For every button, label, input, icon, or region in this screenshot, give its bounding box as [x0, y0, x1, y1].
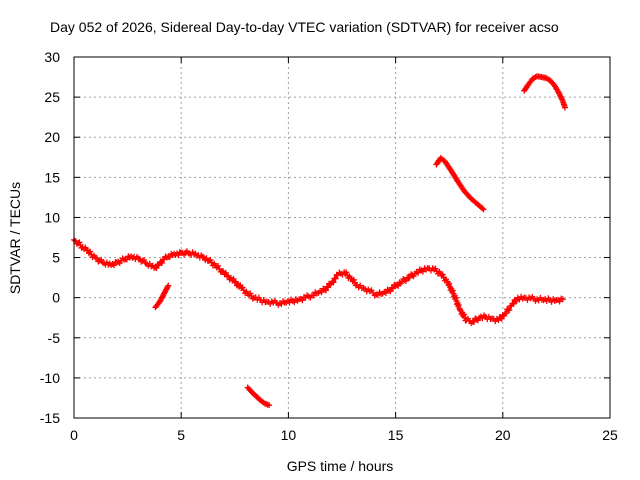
- x-tick-label: 10: [281, 427, 297, 443]
- data-point: [559, 296, 566, 303]
- data-point: [224, 272, 231, 279]
- data-point: [325, 284, 332, 291]
- data-point: [498, 315, 505, 322]
- data-point: [415, 269, 422, 276]
- data-point: [322, 287, 329, 294]
- x-tick-label: 5: [177, 427, 185, 443]
- data-point: [239, 284, 246, 291]
- data-point: [323, 283, 330, 290]
- data-point: [310, 292, 317, 299]
- data-point: [513, 297, 520, 304]
- data-point: [321, 286, 328, 293]
- data-point: [111, 262, 118, 269]
- chart-title: Day 052 of 2026, Sidereal Day-to-day VTE…: [50, 19, 559, 35]
- data-point: [460, 311, 467, 318]
- data-point: [449, 287, 456, 294]
- y-axis-label: SDTVAR / TECUs: [7, 182, 23, 294]
- data-point: [222, 269, 229, 276]
- data-series: [152, 282, 172, 311]
- y-tick-label: 0: [52, 290, 60, 306]
- data-point: [382, 289, 389, 296]
- x-tick-label: 25: [602, 427, 618, 443]
- data-point: [318, 289, 325, 296]
- y-tick-label: -15: [40, 410, 60, 426]
- x-tick-label: 0: [70, 427, 78, 443]
- data-point: [332, 275, 339, 282]
- x-tick-label: 20: [495, 427, 511, 443]
- data-point: [266, 402, 273, 409]
- y-tick-label: 10: [44, 209, 60, 225]
- data-point: [230, 275, 237, 282]
- data-point: [480, 206, 487, 213]
- axis-ticks: 0 5 10 15 20 25 -15 -10 -5 0 5 10 15 20 25 30: [40, 49, 618, 443]
- data-point: [215, 263, 222, 270]
- data-point: [510, 300, 517, 307]
- y-tick-label: 15: [44, 169, 60, 185]
- data-point: [479, 205, 486, 212]
- data-point: [249, 295, 256, 302]
- data-series: [244, 384, 273, 409]
- data-point: [87, 248, 94, 255]
- data-point: [561, 104, 568, 111]
- data-point: [402, 278, 409, 285]
- data-series: [433, 155, 487, 213]
- y-tick-label: 25: [44, 89, 60, 105]
- data-point: [506, 307, 513, 314]
- data-point: [446, 280, 453, 287]
- x-tick-label: 15: [388, 427, 404, 443]
- data-point: [299, 297, 306, 304]
- x-axis-label: GPS time / hours: [287, 458, 394, 474]
- data-point: [419, 268, 426, 275]
- data-series: [71, 236, 566, 327]
- data-point: [76, 239, 83, 246]
- data-point: [456, 306, 463, 313]
- data-point: [164, 283, 171, 290]
- data-point: [165, 282, 172, 289]
- data-point: [497, 314, 504, 321]
- y-tick-label: 5: [52, 250, 60, 266]
- data-point: [350, 276, 357, 283]
- y-tick-label: 20: [44, 129, 60, 145]
- data-point: [343, 269, 350, 276]
- data-point: [158, 259, 165, 266]
- y-tick-label: 30: [44, 49, 60, 65]
- data-point: [199, 253, 206, 260]
- data-point: [207, 256, 214, 263]
- data-point: [503, 310, 510, 317]
- plot-frame: [73, 56, 611, 419]
- y-tick-label: -10: [40, 370, 60, 386]
- data-point: [439, 271, 446, 278]
- data-points: [71, 73, 568, 409]
- data-point: [330, 279, 337, 286]
- data-point: [291, 299, 298, 306]
- data-series: [521, 73, 568, 111]
- y-tick-label: -5: [48, 330, 61, 346]
- data-point: [231, 278, 238, 285]
